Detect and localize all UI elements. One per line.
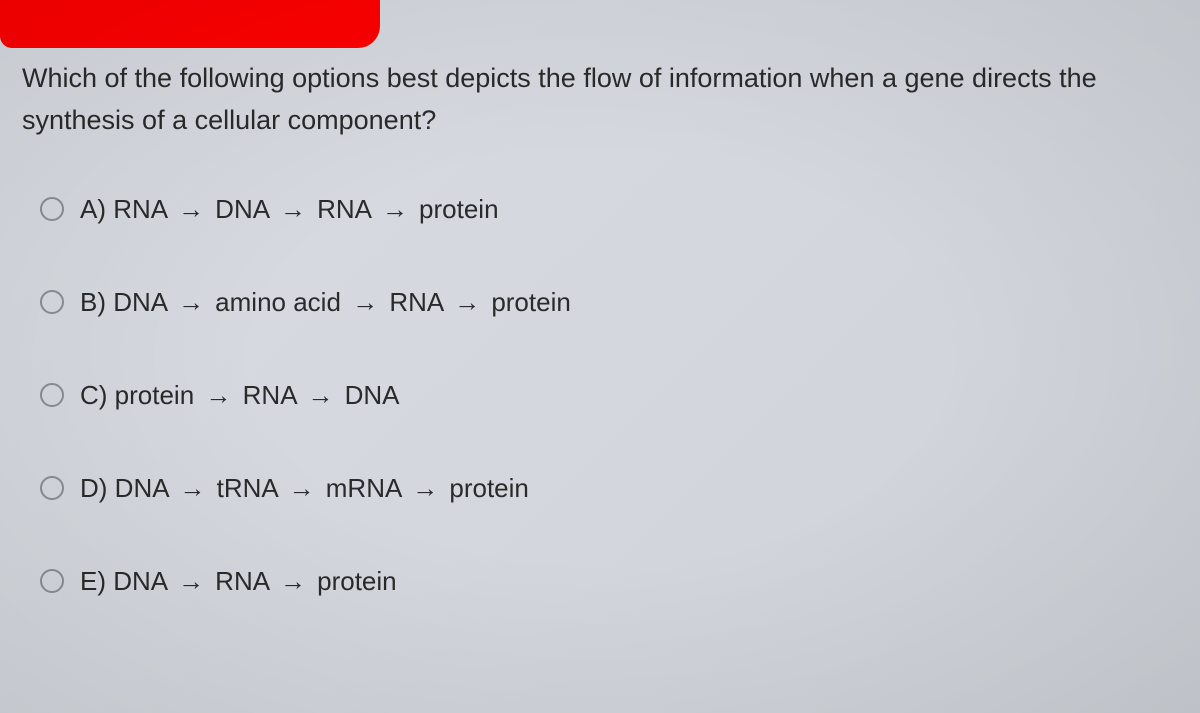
arrow-icon: → bbox=[382, 194, 408, 225]
option-c[interactable]: C) protein → RNA → DNA bbox=[40, 380, 1180, 411]
arrow-icon: → bbox=[178, 287, 204, 318]
option-d-part-3: protein bbox=[449, 473, 529, 503]
arrow-icon: → bbox=[352, 287, 378, 318]
option-b-part-0: DNA bbox=[113, 287, 166, 317]
arrow-icon: → bbox=[280, 566, 306, 597]
radio-a[interactable] bbox=[40, 197, 64, 221]
option-b-part-2: RNA bbox=[389, 287, 442, 317]
option-e-text: E) DNA → RNA → protein bbox=[80, 566, 397, 597]
question-text: Which of the following options best depi… bbox=[22, 58, 1180, 142]
option-e-letter: E) bbox=[80, 566, 106, 596]
question-container: Which of the following options best depi… bbox=[0, 0, 1200, 617]
option-e[interactable]: E) DNA → RNA → protein bbox=[40, 566, 1180, 597]
option-d-part-0: DNA bbox=[115, 473, 168, 503]
option-a-part-3: protein bbox=[419, 194, 499, 224]
arrow-icon: → bbox=[280, 194, 306, 225]
arrow-icon: → bbox=[178, 194, 204, 225]
arrow-icon: → bbox=[307, 380, 333, 411]
option-d-part-2: mRNA bbox=[326, 473, 401, 503]
redaction-mark bbox=[0, 0, 380, 48]
option-a[interactable]: A) RNA → DNA → RNA → protein bbox=[40, 194, 1180, 225]
option-a-part-2: RNA bbox=[317, 194, 370, 224]
arrow-icon: → bbox=[178, 566, 204, 597]
radio-b[interactable] bbox=[40, 290, 64, 314]
option-a-part-0: RNA bbox=[113, 194, 166, 224]
option-d-text: D) DNA → tRNA → mRNA → protein bbox=[80, 473, 529, 504]
option-e-part-0: DNA bbox=[113, 566, 166, 596]
radio-e[interactable] bbox=[40, 569, 64, 593]
option-c-part-2: DNA bbox=[345, 380, 400, 410]
option-d[interactable]: D) DNA → tRNA → mRNA → protein bbox=[40, 473, 1180, 504]
option-e-part-1: RNA bbox=[215, 566, 268, 596]
option-d-letter: D) bbox=[80, 473, 107, 503]
radio-c[interactable] bbox=[40, 383, 64, 407]
option-a-letter: A) bbox=[80, 194, 106, 224]
option-d-part-1: tRNA bbox=[217, 473, 278, 503]
option-b-part-1: amino acid bbox=[215, 287, 341, 317]
option-a-text: A) RNA → DNA → RNA → protein bbox=[80, 194, 499, 225]
option-c-letter: C) bbox=[80, 380, 107, 410]
option-b-text: B) DNA → amino acid → RNA → protein bbox=[80, 287, 571, 318]
option-b-letter: B) bbox=[80, 287, 106, 317]
option-c-text: C) protein → RNA → DNA bbox=[80, 380, 399, 411]
arrow-icon: → bbox=[454, 287, 480, 318]
arrow-icon: → bbox=[179, 473, 205, 504]
radio-d[interactable] bbox=[40, 476, 64, 500]
arrow-icon: → bbox=[412, 473, 438, 504]
option-a-part-1: DNA bbox=[215, 194, 268, 224]
option-b-part-3: protein bbox=[491, 287, 571, 317]
arrow-icon: → bbox=[289, 473, 315, 504]
option-e-part-2: protein bbox=[317, 566, 397, 596]
option-c-part-0: protein bbox=[115, 380, 195, 410]
option-b[interactable]: B) DNA → amino acid → RNA → protein bbox=[40, 287, 1180, 318]
options-list: A) RNA → DNA → RNA → protein B) DNA → am… bbox=[22, 194, 1180, 597]
arrow-icon: → bbox=[205, 380, 231, 411]
option-c-part-1: RNA bbox=[243, 380, 296, 410]
